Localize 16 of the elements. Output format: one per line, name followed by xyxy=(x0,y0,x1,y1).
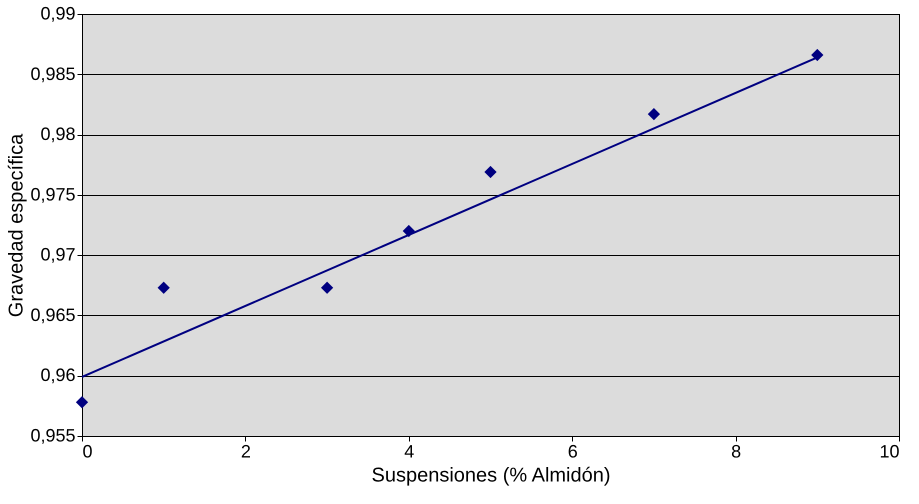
y-tick-label: 0,985 xyxy=(30,64,76,84)
x-tick-label: 6 xyxy=(568,442,578,462)
y-tick-label: 0,955 xyxy=(30,426,76,446)
y-tick-label: 0,98 xyxy=(40,124,76,144)
y-tick-label: 0,975 xyxy=(30,184,76,204)
x-tick-label: 10 xyxy=(879,442,900,462)
x-axis-title: Suspensiones (% Almidón) xyxy=(371,464,611,486)
x-tick-label: 0 xyxy=(82,442,93,462)
x-tick-label: 8 xyxy=(731,442,742,462)
x-tick-label: 4 xyxy=(404,442,414,462)
y-tick-label: 0,97 xyxy=(40,244,76,265)
y-tick-label: 0,99 xyxy=(40,4,76,24)
y-axis-title: Gravedad específica xyxy=(5,132,28,318)
x-tick-label: 2 xyxy=(240,442,251,462)
y-tick-label: 0,965 xyxy=(30,304,76,325)
y-tick-label: 0,96 xyxy=(40,365,76,386)
